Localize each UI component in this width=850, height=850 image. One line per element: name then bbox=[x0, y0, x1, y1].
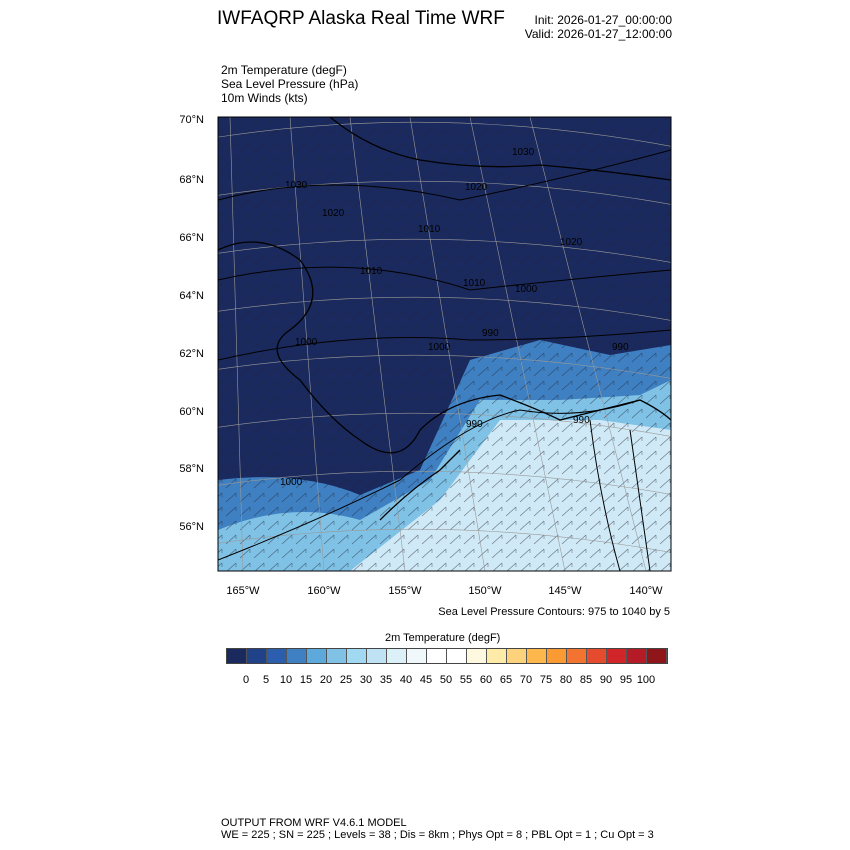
plot-title: IWFAQRP Alaska Real Time WRF bbox=[217, 8, 505, 29]
colorbar-label: 65 bbox=[499, 674, 513, 686]
colorbar-label: 20 bbox=[319, 674, 333, 686]
colorbar-label: 75 bbox=[539, 674, 553, 686]
colorbar-swatch bbox=[267, 649, 287, 663]
colorbar-swatch bbox=[347, 649, 367, 663]
colorbar-title: 2m Temperature (degF) bbox=[385, 632, 501, 644]
colorbar-swatch bbox=[447, 649, 467, 663]
colorbar-label: 95 bbox=[619, 674, 633, 686]
colorbar-label: 55 bbox=[459, 674, 473, 686]
colorbar-swatch bbox=[287, 649, 307, 663]
field-label-winds: 10m Winds (kts) bbox=[221, 91, 308, 105]
contour-labels: 1030 1030 1020 1020 1020 1010 1010 1010 … bbox=[280, 147, 629, 488]
contour-label: 1020 bbox=[560, 237, 583, 248]
lon-label: 140°W bbox=[629, 585, 663, 597]
colorbar-swatch bbox=[227, 649, 247, 663]
colorbar-swatch bbox=[507, 649, 527, 663]
colorbar-swatch bbox=[427, 649, 447, 663]
contour-note: Sea Level Pressure Contours: 975 to 1040… bbox=[438, 606, 670, 618]
field-label-pressure: Sea Level Pressure (hPa) bbox=[221, 77, 359, 91]
lat-label: 56°N bbox=[179, 521, 204, 533]
coastline bbox=[218, 117, 671, 521]
colorbar-label: 85 bbox=[579, 674, 593, 686]
pressure-contours bbox=[218, 149, 671, 571]
colorbar-swatch bbox=[467, 649, 487, 663]
lat-label: 66°N bbox=[179, 232, 204, 244]
colorbar-swatch bbox=[527, 649, 547, 663]
colorbar-swatch bbox=[307, 649, 327, 663]
colorbar bbox=[226, 648, 668, 664]
lon-label: 150°W bbox=[468, 585, 502, 597]
colorbar-swatch bbox=[547, 649, 567, 663]
colorbar-swatch bbox=[567, 649, 587, 663]
contour-label: 1030 bbox=[285, 180, 308, 191]
colorbar-label: 50 bbox=[439, 674, 453, 686]
colorbar-swatch bbox=[587, 649, 607, 663]
colorbar-label: 10 bbox=[279, 674, 293, 686]
contour-label: 1010 bbox=[463, 278, 486, 289]
lon-label: 165°W bbox=[226, 585, 260, 597]
contour-label: 990 bbox=[573, 415, 590, 426]
colorbar-label: 90 bbox=[599, 674, 613, 686]
colorbar-label: 60 bbox=[479, 674, 493, 686]
lat-label: 64°N bbox=[179, 290, 204, 302]
colorbar-swatch bbox=[647, 649, 667, 663]
contour-label: 1010 bbox=[418, 224, 441, 235]
colorbar-label: 80 bbox=[559, 674, 573, 686]
contour-label: 990 bbox=[612, 342, 629, 353]
graticule bbox=[218, 117, 671, 571]
lon-label: 160°W bbox=[307, 585, 341, 597]
colorbar-label: 30 bbox=[359, 674, 373, 686]
footer-config: WE = 225 ; SN = 225 ; Levels = 38 ; Dis … bbox=[221, 829, 654, 841]
lon-label: 155°W bbox=[388, 585, 422, 597]
contour-label: 1000 bbox=[428, 342, 451, 353]
colorbar-label: 0 bbox=[242, 674, 250, 686]
lon-label: 145°W bbox=[548, 585, 582, 597]
colorbar-label: 70 bbox=[519, 674, 533, 686]
colorbar-label: 45 bbox=[419, 674, 433, 686]
contour-label: 990 bbox=[466, 419, 483, 430]
contour-label: 1030 bbox=[512, 147, 535, 158]
colorbar-swatch bbox=[487, 649, 507, 663]
contour-label: 1000 bbox=[295, 337, 318, 348]
colorbar-swatch bbox=[607, 649, 627, 663]
contour-label: 990 bbox=[482, 328, 499, 339]
contour-label: 1000 bbox=[280, 477, 303, 488]
colorbar-label: 15 bbox=[299, 674, 313, 686]
lat-label: 62°N bbox=[179, 348, 204, 360]
map-frame bbox=[217, 116, 672, 572]
contour-label: 1010 bbox=[360, 266, 383, 277]
field-label-temperature: 2m Temperature (degF) bbox=[221, 63, 347, 77]
lat-label: 58°N bbox=[179, 463, 204, 475]
init-time: Init: 2026-01-27_00:00:00 bbox=[534, 13, 672, 27]
colorbar-swatch bbox=[367, 649, 387, 663]
colorbar-swatch bbox=[387, 649, 407, 663]
contour-label: 1020 bbox=[322, 208, 345, 219]
footer-model: OUTPUT FROM WRF V4.6.1 MODEL bbox=[221, 817, 407, 829]
colorbar-label: 35 bbox=[379, 674, 393, 686]
colorbar-swatch bbox=[327, 649, 347, 663]
lat-label: 60°N bbox=[179, 406, 204, 418]
colorbar-swatch bbox=[627, 649, 647, 663]
colorbar-swatch bbox=[407, 649, 427, 663]
colorbar-label: 40 bbox=[399, 674, 413, 686]
colorbar-label: 25 bbox=[339, 674, 353, 686]
colorbar-label: 100 bbox=[636, 674, 656, 686]
valid-time: Valid: 2026-01-27_12:00:00 bbox=[524, 27, 672, 41]
colorbar-swatch bbox=[247, 649, 267, 663]
lat-label: 68°N bbox=[179, 174, 204, 186]
contour-label: 1000 bbox=[515, 284, 538, 295]
contour-label: 1020 bbox=[465, 182, 488, 193]
lat-label: 70°N bbox=[179, 114, 204, 126]
colorbar-label: 5 bbox=[262, 674, 270, 686]
